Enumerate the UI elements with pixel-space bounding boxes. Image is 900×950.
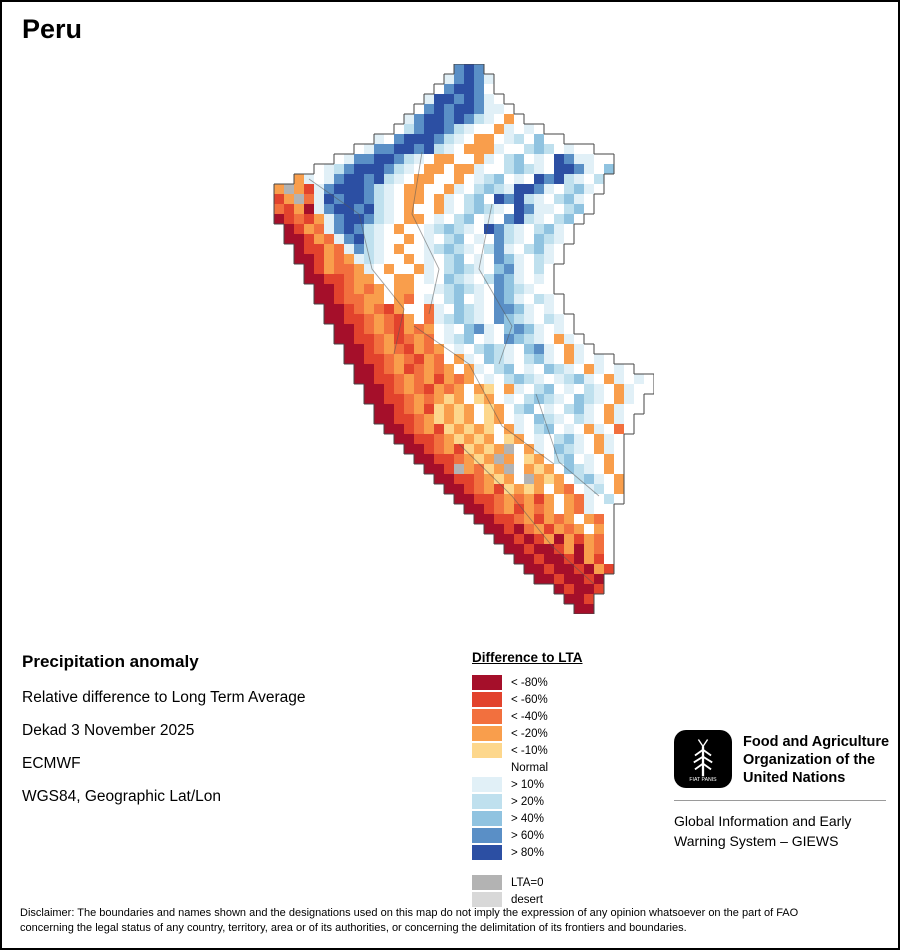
legend-swatch [472, 845, 502, 860]
giews-label: Global Information and Early Warning Sys… [674, 813, 852, 849]
info-heading: Precipitation anomaly [22, 652, 199, 671]
footer-divider [674, 800, 886, 801]
page-title: Peru [22, 14, 83, 44]
legend-item: > 60% [472, 827, 583, 844]
legend-swatch [472, 892, 502, 907]
legend-label: > 80% [511, 846, 544, 859]
legend-label: < -10% [511, 744, 548, 757]
info-line-dekad: Dekad 3 November 2025 [22, 722, 195, 739]
legend-label: > 60% [511, 829, 544, 842]
fiat-panis-text: FIAT PANIS [689, 777, 717, 782]
disclaimer-line-1: Disclaimer: The boundaries and names sho… [20, 907, 799, 919]
precipitation-anomaly-grid [273, 64, 654, 614]
legend-label: > 40% [511, 812, 544, 825]
legend-label: LTA=0 [511, 876, 544, 889]
legend-swatch [472, 777, 502, 792]
disclaimer-line-2: concerning the legal status of any count… [20, 921, 687, 934]
info-line-source: ECMWF [22, 755, 81, 772]
legend-label: < -40% [511, 710, 548, 723]
legend-swatch [472, 828, 502, 843]
legend-items: < -80% < -60% < -40% < -20% < -10% Normal > 10… [472, 674, 583, 861]
legend-swatch [472, 692, 502, 707]
info-line-method: Relative difference to Long Term Average [22, 689, 306, 706]
legend-label: > 10% [511, 778, 544, 791]
legend-item: Normal [472, 759, 583, 776]
legend-label: < -80% [511, 676, 548, 689]
legend-item: desert [472, 891, 583, 908]
legend-item: < -10% [472, 742, 583, 759]
fao-block: FIAT PANIS Food and Agriculture Organiza… [674, 730, 890, 851]
legend-label: Normal [511, 761, 549, 774]
legend-label: > 20% [511, 795, 544, 808]
legend-item: > 80% [472, 844, 583, 861]
legend-swatch [472, 794, 502, 809]
fao-org-name: Food and Agriculture Organization of the… [743, 734, 890, 786]
legend-item: < -20% [472, 725, 583, 742]
legend-swatch [472, 709, 502, 724]
map-info-block: Precipitation anomaly Relative differenc… [22, 652, 442, 821]
legend-swatch [472, 875, 502, 890]
fao-logo: FIAT PANIS [674, 730, 732, 788]
legend-swatch [472, 726, 502, 741]
legend-swatch [472, 675, 502, 690]
legend-item: > 40% [472, 810, 583, 827]
legend-label: < -20% [511, 727, 548, 740]
legend-label: < -60% [511, 693, 548, 706]
legend-item: > 20% [472, 793, 583, 810]
legend-item: LTA=0 [472, 874, 583, 891]
legend-swatch [472, 760, 502, 775]
legend-item: < -80% [472, 674, 583, 691]
legend-swatch [472, 811, 502, 826]
legend-item: < -60% [472, 691, 583, 708]
disclaimer: Disclaimer: The boundaries and names sho… [20, 906, 880, 935]
legend-label: desert [511, 893, 543, 906]
legend-item: > 10% [472, 776, 583, 793]
legend-extra-items: LTA=0 desert [472, 874, 583, 908]
legend: Difference to LTA < -80% < -60% < -40% < -2… [472, 650, 583, 908]
legend-swatch [472, 743, 502, 758]
peru-map [254, 64, 654, 614]
fao-wheat-icon: FIAT PANIS [689, 739, 717, 782]
legend-title: Difference to LTA [472, 650, 583, 665]
info-line-projection: WGS84, Geographic Lat/Lon [22, 788, 222, 805]
legend-item: < -40% [472, 708, 583, 725]
